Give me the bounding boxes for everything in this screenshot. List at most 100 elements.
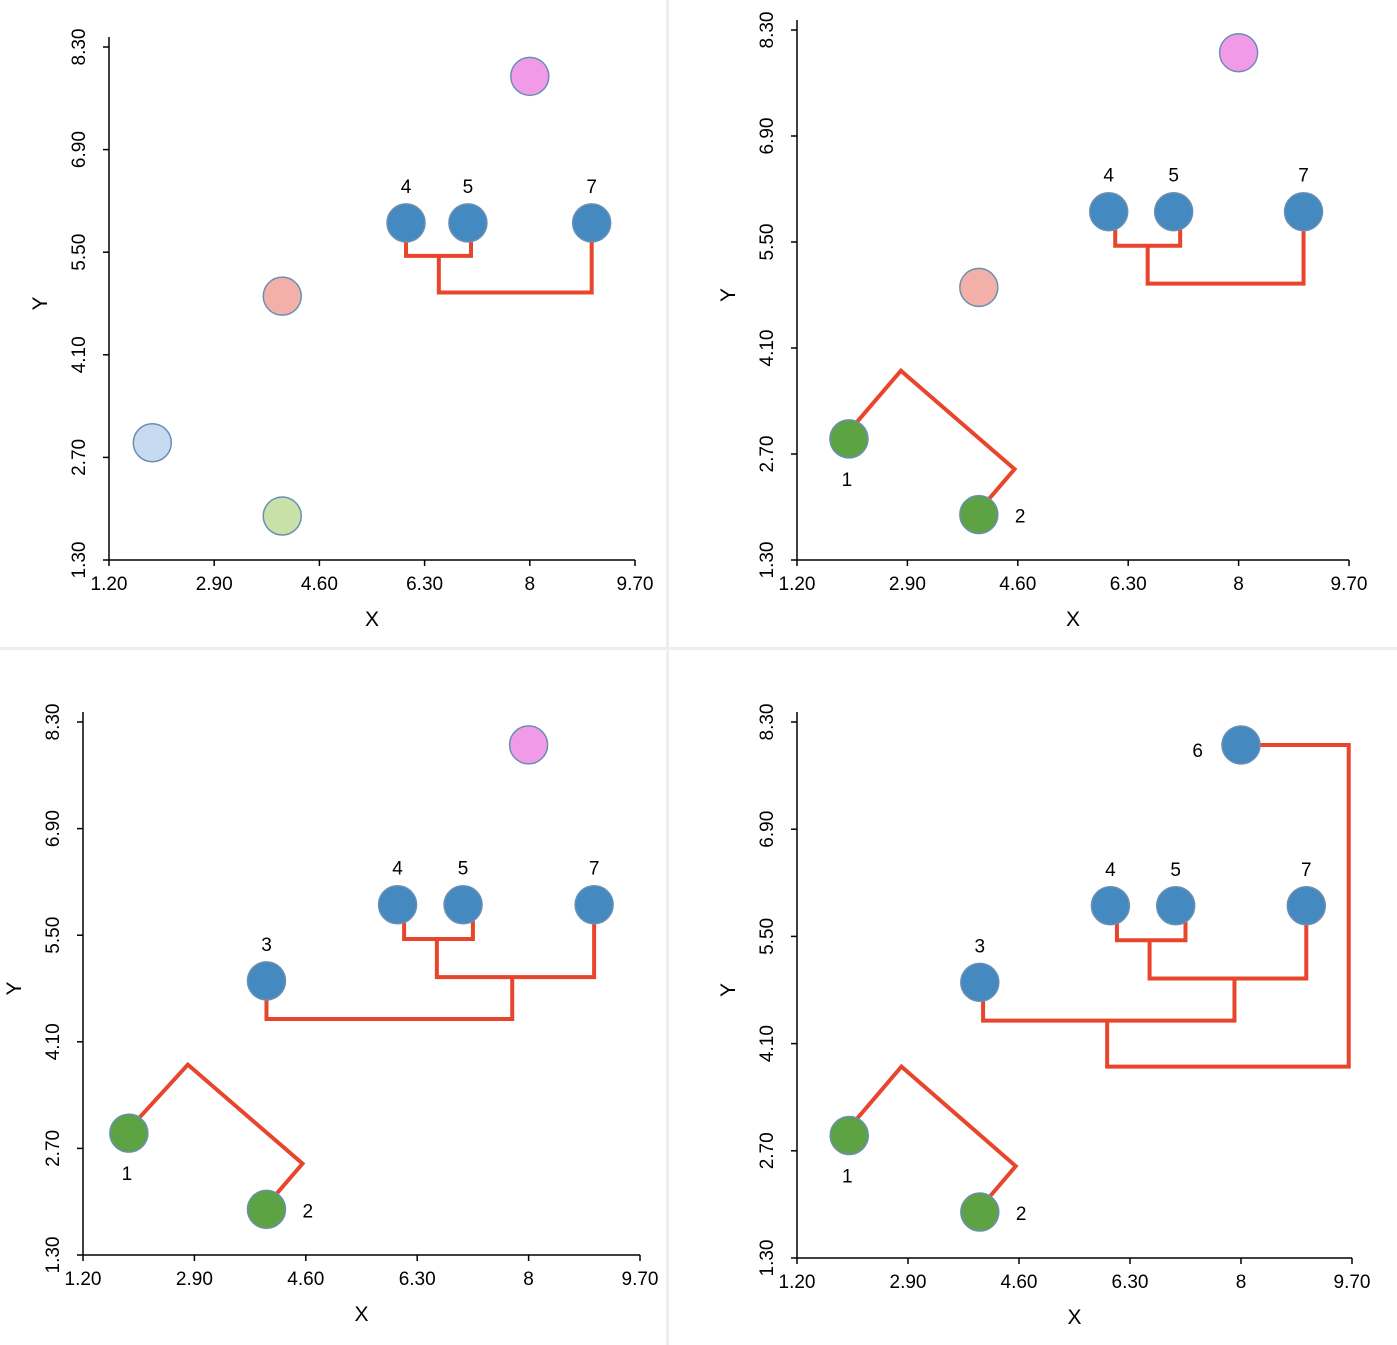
x-tick-label: 9.70 — [1334, 1272, 1371, 1293]
point-label: 1 — [122, 1164, 133, 1185]
y-axis-title: Y — [3, 981, 26, 995]
point-label: 5 — [458, 859, 469, 880]
y-axis-title: Y — [29, 296, 52, 310]
vertical-divider — [666, 0, 669, 1345]
data-point-3 — [262, 276, 303, 316]
y-tick-label: 6.90 — [43, 810, 64, 847]
data-point-1 — [109, 1113, 149, 1153]
point-label: 1 — [842, 1166, 853, 1187]
y-tick-label: 6.90 — [757, 811, 778, 848]
data-point-4 — [386, 203, 426, 243]
point-label: 5 — [1168, 166, 1179, 187]
y-tick-label: 2.70 — [69, 439, 90, 476]
dendrogram-link — [1105, 742, 1351, 1069]
x-tick-label: 4.60 — [301, 574, 338, 595]
data-point-6 — [510, 56, 550, 97]
data-point-4 — [377, 884, 418, 925]
data-point-3 — [960, 962, 1000, 1003]
data-point-2 — [960, 1192, 1000, 1232]
data-point-3 — [959, 267, 999, 308]
chart-panel-top-right: 1.20 2.90 4.60 6.30 8 9.70 1.30 2.70 4.10 5.50 6.9… — [669, 0, 1367, 645]
y-tick-label: 2.70 — [757, 436, 778, 473]
y-tick-label: 2.70 — [757, 1132, 778, 1169]
horizontal-divider — [0, 647, 1397, 650]
y-tick-label: 8.30 — [69, 29, 90, 66]
x-axis-title: X — [1067, 1306, 1081, 1329]
x-tick-label: 9.70 — [1331, 574, 1368, 595]
dendrogram-link — [130, 1061, 306, 1196]
point-label: 4 — [392, 859, 403, 880]
dendrogram-link — [264, 977, 515, 1021]
data-point-3 — [246, 961, 287, 1001]
x-axis-title: X — [1066, 608, 1080, 631]
x-tick-label: 2.90 — [889, 574, 926, 595]
data-point-1 — [829, 419, 869, 459]
x-tick-label: 1.20 — [779, 1272, 816, 1293]
point-label: 3 — [261, 935, 272, 956]
data-point-5 — [443, 884, 483, 925]
y-tick-label: 6.90 — [757, 118, 778, 155]
y-axis-title: Y — [717, 288, 740, 302]
x-tick-label: 1.20 — [779, 574, 816, 595]
y-tick-label: 5.50 — [757, 224, 778, 261]
y-tick-label: 5.50 — [69, 234, 90, 271]
point-label: 7 — [1298, 166, 1309, 187]
point-label: 7 — [1301, 860, 1312, 881]
data-point-1 — [829, 1115, 869, 1156]
chart-svg: 1.20 2.90 4.60 6.30 8 9.70 1.30 2.70 4.10 5.50 6.9… — [3, 704, 659, 1326]
point-label: 5 — [463, 177, 474, 198]
data-point-7 — [1283, 191, 1324, 232]
data-point-7 — [574, 884, 614, 925]
x-tick-label: 6.30 — [406, 574, 443, 595]
chart-svg: 1.20 2.90 4.60 6.30 8 9.70 1.30 2.70 4.10 5.50 6.9… — [29, 29, 653, 631]
data-point-2 — [959, 494, 999, 535]
y-tick-label: 1.30 — [757, 542, 778, 579]
x-axis-title: X — [354, 1303, 368, 1326]
y-tick-label: 5.50 — [757, 918, 778, 955]
x-tick-label: 6.30 — [1112, 1272, 1149, 1293]
point-label: 4 — [1105, 860, 1116, 881]
point-label: 2 — [1016, 1204, 1027, 1225]
y-tick-label: 1.30 — [43, 1237, 64, 1274]
x-tick-label: 6.30 — [1110, 574, 1147, 595]
data-point-6 — [1218, 32, 1259, 73]
y-tick-label: 6.90 — [69, 131, 90, 168]
point-label: 5 — [1170, 860, 1181, 881]
data-point-4 — [1088, 191, 1129, 232]
point-label: 4 — [1103, 166, 1114, 187]
x-tick-label: 6.30 — [399, 1269, 436, 1290]
x-tick-label: 2.90 — [196, 574, 233, 595]
y-tick-label: 1.30 — [757, 1240, 778, 1277]
point-label: 6 — [1192, 741, 1203, 762]
data-point-2 — [246, 1189, 287, 1230]
y-tick-label: 8.30 — [43, 704, 64, 741]
dendrogram-link — [434, 908, 597, 980]
x-tick-label: 4.60 — [287, 1269, 324, 1290]
y-tick-label: 4.10 — [757, 330, 778, 367]
x-tick-label: 1.20 — [91, 574, 128, 595]
x-tick-label: 1.20 — [65, 1269, 102, 1290]
point-label: 2 — [1015, 507, 1026, 528]
y-axis-title: Y — [717, 983, 740, 997]
dendrogram-link — [847, 367, 1018, 501]
y-tick-label: 8.30 — [757, 12, 778, 49]
chart-svg: 1.20 2.90 4.60 6.30 8 9.70 1.30 2.70 4.10 5.50 6.9… — [717, 12, 1367, 631]
data-point-7 — [571, 203, 612, 243]
dendrogram-link — [436, 226, 594, 295]
dendrogram-link — [981, 978, 1237, 1023]
data-point-2 — [262, 496, 303, 536]
x-tick-label: 8 — [1233, 574, 1244, 595]
chart-svg: 1.20 2.90 4.60 6.30 8 9.70 1.30 2.70 4.10 5.50 6.9… — [717, 704, 1370, 1329]
x-tick-label: 2.90 — [176, 1269, 213, 1290]
x-tick-label: 4.60 — [1001, 1272, 1038, 1293]
x-tick-label: 9.70 — [622, 1269, 659, 1290]
y-tick-label: 2.70 — [43, 1130, 64, 1167]
data-point-5 — [1155, 886, 1196, 926]
chart-panel-top-left: 1.20 2.90 4.60 6.30 8 9.70 1.30 2.70 4.10 5.50 6.9… — [0, 0, 666, 645]
chart-panel-bottom-right: 1.20 2.90 4.60 6.30 8 9.70 1.30 2.70 4.10 5.50 6.9… — [669, 650, 1370, 1329]
x-tick-label: 8 — [523, 1269, 534, 1290]
dendrogram-link — [1145, 215, 1306, 286]
x-tick-label: 4.60 — [999, 574, 1036, 595]
x-tick-label: 8 — [525, 574, 536, 595]
point-label: 3 — [975, 936, 986, 957]
